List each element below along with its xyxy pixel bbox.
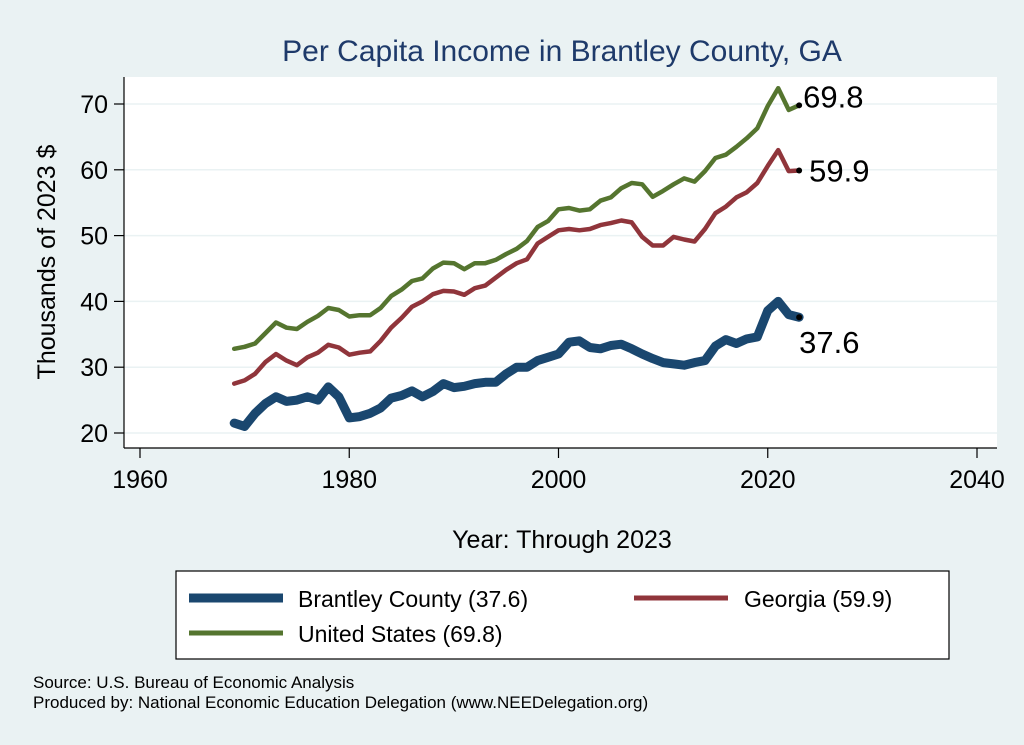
x-tick-label-2000: 2000: [531, 466, 587, 494]
series-line-brantley-county: [229, 296, 804, 431]
y-tick-label-20: 20: [80, 420, 108, 448]
end-marker-georgia: [796, 167, 803, 174]
chart-title: Per Capita Income in Brantley County, GA: [282, 35, 842, 68]
series-line-united-states: [231, 85, 802, 352]
y-tick-label-60: 60: [80, 157, 108, 185]
source-note: Source: U.S. Bureau of Economic Analysis: [33, 673, 354, 692]
grid-lines: [124, 103, 997, 434]
x-tick-label-2040: 2040: [949, 466, 1005, 494]
plot-area: [124, 77, 997, 448]
x-axis-title: Year: Through 2023: [452, 526, 672, 554]
end-marker-brantley-county: [796, 314, 803, 321]
legend: Brantley County (37.6) Georgia (59.9) Un…: [175, 570, 950, 660]
end-label-georgia: 59.9: [809, 153, 869, 188]
y-axis-title: Thousands of 2023 $: [33, 144, 61, 379]
end-label-united-states: 69.8: [803, 79, 863, 114]
produced-by-note: Produced by: National Economic Education…: [33, 693, 648, 712]
end-labels: 37.6 59.9 69.8: [796, 79, 869, 360]
y-tick-label-50: 50: [80, 223, 108, 251]
legend-label-georgia: Georgia (59.9): [744, 586, 892, 612]
end-label-brantley-county: 37.6: [799, 325, 859, 360]
legend-label-united-states: United States (69.8): [298, 621, 503, 647]
y-tick-label-40: 40: [80, 288, 108, 316]
legend-box: [175, 570, 950, 660]
end-marker-united-states: [796, 102, 803, 109]
series-line-georgia: [231, 147, 802, 386]
y-tick-label-30: 30: [80, 354, 108, 382]
series-lines: [229, 85, 804, 431]
y-tick-label-70: 70: [80, 91, 108, 119]
axes: 20 30 40 50 60 70 1960 1980 2000 2020 2040: [80, 77, 1005, 494]
x-tick-label-1960: 1960: [112, 466, 168, 494]
x-tick-label-1980: 1980: [321, 466, 377, 494]
x-tick-label-2020: 2020: [740, 466, 796, 494]
legend-label-brantley: Brantley County (37.6): [298, 586, 528, 612]
